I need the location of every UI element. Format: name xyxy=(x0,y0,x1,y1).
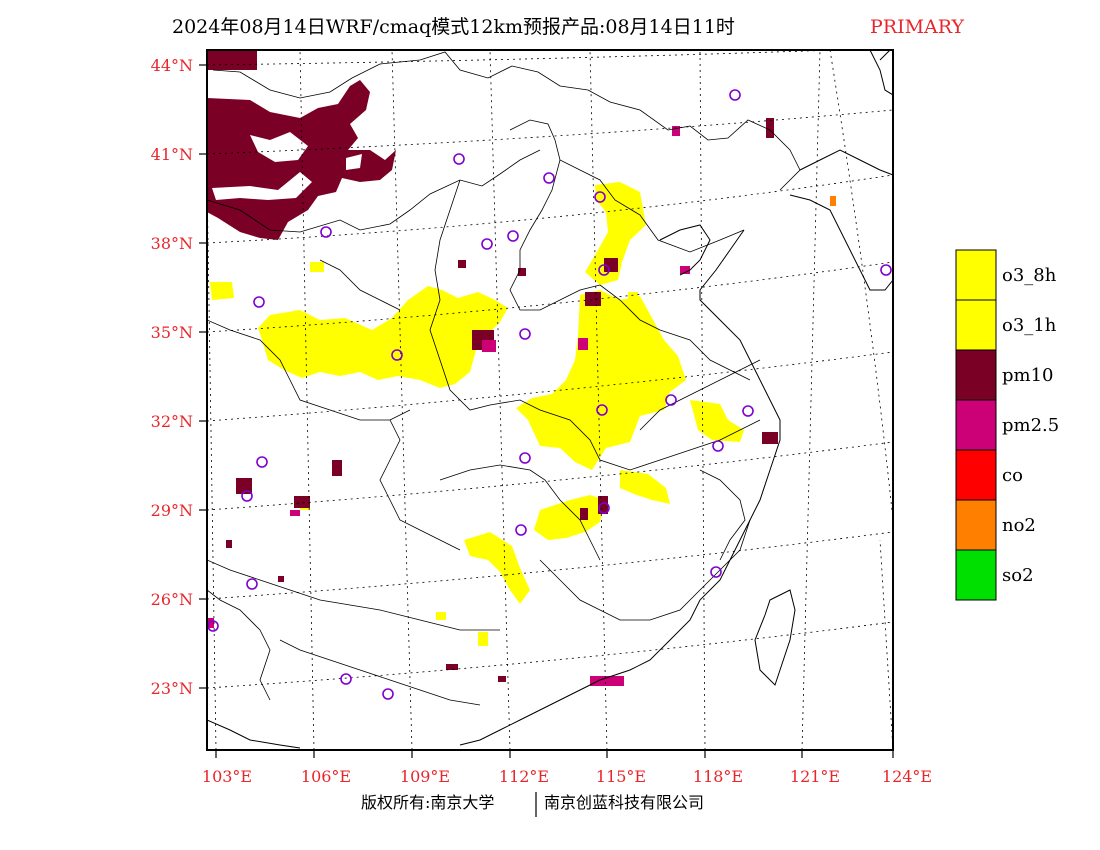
legend-label: no2 xyxy=(1002,515,1036,536)
ozone-exceedance-regions xyxy=(210,182,744,646)
station-marker xyxy=(340,673,352,685)
station-marker xyxy=(543,172,555,184)
legend: o3_8h o3_1h pm10 pm2.5 co no2 so2 xyxy=(955,249,1059,601)
meridian-line xyxy=(299,50,315,750)
primary-tag: PRIMARY xyxy=(870,16,964,38)
lat-tick-label: 32°N xyxy=(151,412,193,431)
legend-label: o3_1h xyxy=(1002,315,1057,336)
station-marker xyxy=(246,578,258,590)
lat-tick-label: 38°N xyxy=(151,234,193,253)
lon-tick-label: 103°E xyxy=(202,767,252,786)
station-marker xyxy=(598,502,610,514)
meridian-line xyxy=(391,50,413,750)
parallel-line xyxy=(207,50,848,66)
graticule-lines xyxy=(207,50,893,750)
lon-tick-label: 121°E xyxy=(790,767,840,786)
station-marker xyxy=(596,404,608,416)
parallel-line xyxy=(207,174,893,244)
legend-label: o3_8h xyxy=(1002,265,1057,286)
station-marker xyxy=(712,440,724,452)
station-marker xyxy=(519,328,531,340)
parallel-line xyxy=(207,441,893,511)
station-marker xyxy=(519,452,531,464)
legend-swatch xyxy=(955,399,997,451)
map-frame xyxy=(206,49,894,751)
legend-label: pm10 xyxy=(1002,365,1054,386)
lat-tick-label: 44°N xyxy=(151,56,193,75)
station-marker xyxy=(320,226,332,238)
copyright-right: 南京创蓝科技有限公司 xyxy=(544,793,704,812)
lat-tick-label: 35°N xyxy=(151,323,193,342)
parallel-line xyxy=(207,261,893,333)
lat-tick-label: 41°N xyxy=(151,145,193,164)
station-marker xyxy=(253,296,265,308)
lat-tick-label: 29°N xyxy=(151,501,193,520)
legend-swatch xyxy=(955,449,997,501)
parallel-line xyxy=(207,109,893,155)
meridian-line xyxy=(489,50,511,750)
meridian-line xyxy=(879,539,893,750)
station-marker xyxy=(515,524,527,536)
station-marker xyxy=(391,349,403,361)
meridian-line xyxy=(829,50,893,521)
parallel-line xyxy=(207,351,893,422)
legend-swatch xyxy=(955,249,997,301)
pm25-spots xyxy=(207,126,690,686)
lat-tick-label: 26°N xyxy=(151,590,193,609)
coastline-and-border xyxy=(207,50,893,749)
station-markers xyxy=(207,89,892,700)
legend-swatch xyxy=(955,349,997,401)
lon-tick-label: 106°E xyxy=(301,767,351,786)
latitude-axis: 44°N 41°N 38°N 35°N 32°N 29°N 26°N 23°N xyxy=(151,56,207,698)
meridian-line xyxy=(699,50,706,750)
longitude-axis: 103°E 106°E 109°E 112°E 115°E 118°E 121°E 124°E xyxy=(202,750,932,786)
legend-label: pm2.5 xyxy=(1002,415,1059,436)
white-gap-northwest xyxy=(212,132,362,200)
lon-tick-label: 124°E xyxy=(882,767,932,786)
station-marker xyxy=(594,191,606,203)
station-marker xyxy=(382,688,394,700)
station-marker xyxy=(507,230,519,242)
station-marker xyxy=(481,238,493,250)
map-title: 2024年08月14日WRF/cmaq模式12km预报产品:08月14日11时 xyxy=(172,16,735,38)
map-area xyxy=(207,50,893,750)
legend-swatch xyxy=(955,499,997,551)
legend-swatch xyxy=(955,549,997,601)
station-marker xyxy=(880,264,892,276)
station-marker xyxy=(453,153,465,165)
legend-label: co xyxy=(1002,465,1023,486)
parallel-line xyxy=(207,621,893,689)
lon-tick-label: 109°E xyxy=(400,767,450,786)
station-marker xyxy=(256,456,268,468)
lon-tick-label: 118°E xyxy=(693,767,743,786)
station-marker xyxy=(241,490,253,502)
lon-tick-label: 112°E xyxy=(499,767,549,786)
lat-tick-label: 23°N xyxy=(151,679,193,698)
copyright-left: 版权所有:南京大学 xyxy=(361,793,494,812)
station-marker xyxy=(665,394,677,406)
station-marker xyxy=(742,405,754,417)
station-marker xyxy=(598,264,610,276)
meridian-line xyxy=(589,50,608,750)
parallel-line xyxy=(207,531,893,600)
station-marker xyxy=(710,566,722,578)
province-boundaries xyxy=(207,51,801,706)
no2-spot xyxy=(830,196,836,206)
station-marker xyxy=(729,89,741,101)
meridian-line xyxy=(801,50,821,750)
legend-swatch xyxy=(955,299,997,351)
legend-label: so2 xyxy=(1002,565,1034,586)
lon-tick-label: 115°E xyxy=(596,767,646,786)
